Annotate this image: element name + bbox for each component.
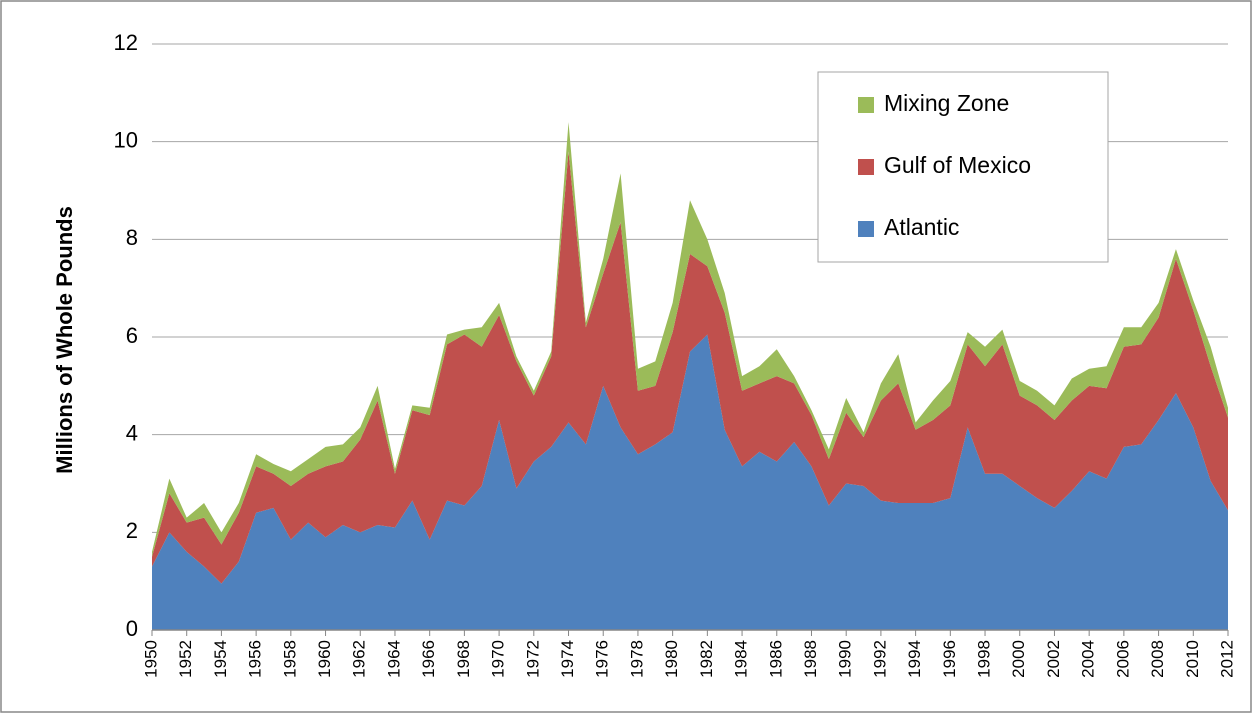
- area: [152, 334, 1228, 630]
- y-tick-label: 12: [114, 30, 138, 55]
- legend-label: Mixing Zone: [884, 90, 1009, 116]
- y-tick-label: 4: [126, 420, 138, 445]
- legend-swatch: [858, 221, 874, 237]
- x-tick-label: 1996: [940, 640, 959, 678]
- legend-swatch: [858, 97, 874, 113]
- y-tick-label: 8: [126, 225, 138, 250]
- y-tick-label: 6: [126, 323, 138, 348]
- x-tick-label: 2008: [1148, 640, 1167, 678]
- x-tick-label: 1994: [905, 640, 924, 678]
- legend-label: Atlantic: [884, 214, 959, 240]
- x-tick-label: 1968: [454, 640, 473, 678]
- x-tick-label: 1998: [975, 640, 994, 678]
- x-tick-label: 1980: [662, 640, 681, 678]
- x-tick-label: 2002: [1044, 640, 1063, 678]
- x-tick-label: 1988: [801, 640, 820, 678]
- x-tick-label: 1990: [836, 640, 855, 678]
- y-axis-label: Millions of Whole Pounds: [52, 206, 77, 474]
- x-tick-label: 2010: [1183, 640, 1202, 678]
- x-tick-label: 2006: [1113, 640, 1132, 678]
- x-tick-label: 1986: [766, 640, 785, 678]
- x-tick-label: 1984: [732, 640, 751, 678]
- area: [152, 151, 1228, 584]
- y-tick-label: 2: [126, 518, 138, 543]
- x-tick-label: 1982: [697, 640, 716, 678]
- x-tick-label: 1978: [627, 640, 646, 678]
- x-tick-label: 1966: [419, 640, 438, 678]
- x-tick-label: 1960: [315, 640, 334, 678]
- x-tick-label: 2012: [1217, 640, 1236, 678]
- area: [152, 122, 1228, 557]
- x-tick-label: 2004: [1079, 640, 1098, 678]
- x-tick-label: 1962: [350, 640, 369, 678]
- x-tick-label: 1974: [558, 640, 577, 678]
- x-tick-label: 2000: [1009, 640, 1028, 678]
- x-tick-label: 1956: [246, 640, 265, 678]
- legend-label: Gulf of Mexico: [884, 152, 1031, 178]
- x-tick-label: 1952: [176, 640, 195, 678]
- x-tick-label: 1972: [523, 640, 542, 678]
- legend-swatch: [858, 159, 874, 175]
- y-tick-label: 0: [126, 616, 138, 641]
- x-tick-label: 1976: [593, 640, 612, 678]
- x-tick-label: 1954: [211, 640, 230, 678]
- x-tick-label: 1964: [384, 640, 403, 678]
- x-tick-label: 1958: [280, 640, 299, 678]
- x-tick-label: 1992: [870, 640, 889, 678]
- x-tick-label: 1970: [489, 640, 508, 678]
- legend: Mixing Zone Gulf of Mexico Atlantic: [817, 71, 1109, 263]
- x-tick-label: 1950: [141, 640, 160, 678]
- y-tick-label: 10: [114, 127, 138, 152]
